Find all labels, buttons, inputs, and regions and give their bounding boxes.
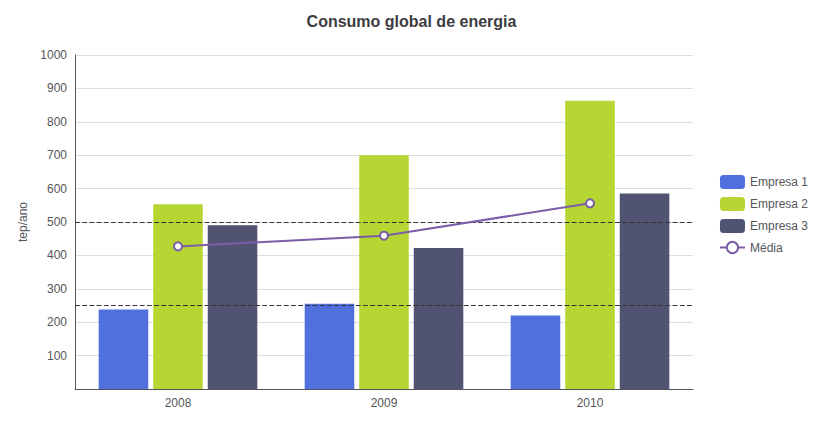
svg-text:600: 600 xyxy=(47,182,67,196)
svg-text:700: 700 xyxy=(47,148,67,162)
svg-text:1000: 1000 xyxy=(40,48,67,62)
svg-text:100: 100 xyxy=(47,349,67,363)
svg-text:Consumo global de energia: Consumo global de energia xyxy=(307,13,517,30)
svg-text:Empresa 2: Empresa 2 xyxy=(750,197,808,211)
svg-text:Média: Média xyxy=(750,241,783,255)
svg-text:400: 400 xyxy=(47,248,67,262)
svg-text:900: 900 xyxy=(47,81,67,95)
svg-text:800: 800 xyxy=(47,115,67,129)
svg-text:2010: 2010 xyxy=(577,396,604,410)
svg-text:500: 500 xyxy=(47,215,67,229)
svg-text:tep/ano: tep/ano xyxy=(16,202,30,242)
svg-text:Empresa 1: Empresa 1 xyxy=(750,175,808,189)
svg-text:2009: 2009 xyxy=(371,396,398,410)
svg-text:300: 300 xyxy=(47,282,67,296)
svg-text:200: 200 xyxy=(47,315,67,329)
svg-text:Empresa 3: Empresa 3 xyxy=(750,219,808,233)
svg-text:2008: 2008 xyxy=(165,396,192,410)
